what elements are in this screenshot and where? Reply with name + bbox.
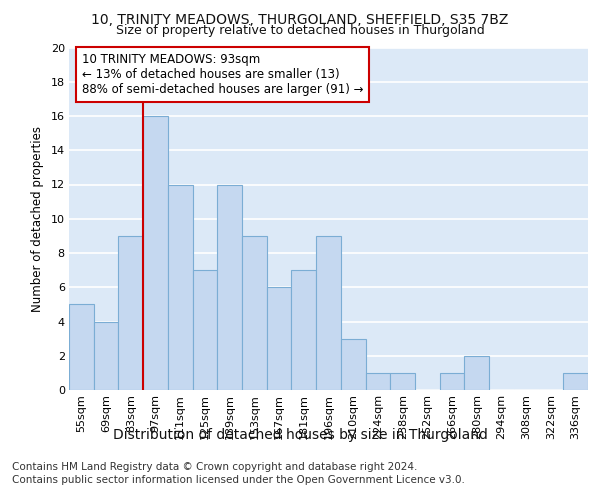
Bar	[267, 287, 292, 390]
Bar	[168, 184, 193, 390]
Bar	[563, 373, 588, 390]
Bar	[242, 236, 267, 390]
Bar	[118, 236, 143, 390]
Bar	[217, 184, 242, 390]
Text: 10 TRINITY MEADOWS: 93sqm
← 13% of detached houses are smaller (13)
88% of semi-: 10 TRINITY MEADOWS: 93sqm ← 13% of detac…	[82, 52, 364, 96]
Y-axis label: Number of detached properties: Number of detached properties	[31, 126, 44, 312]
Bar	[143, 116, 168, 390]
Text: Contains HM Land Registry data © Crown copyright and database right 2024.: Contains HM Land Registry data © Crown c…	[12, 462, 418, 472]
Bar	[193, 270, 217, 390]
Bar	[94, 322, 118, 390]
Bar	[292, 270, 316, 390]
Bar	[440, 373, 464, 390]
Text: Distribution of detached houses by size in Thurgoland: Distribution of detached houses by size …	[113, 428, 487, 442]
Bar	[316, 236, 341, 390]
Bar	[464, 356, 489, 390]
Text: 10, TRINITY MEADOWS, THURGOLAND, SHEFFIELD, S35 7BZ: 10, TRINITY MEADOWS, THURGOLAND, SHEFFIE…	[91, 12, 509, 26]
Bar	[390, 373, 415, 390]
Text: Size of property relative to detached houses in Thurgoland: Size of property relative to detached ho…	[116, 24, 484, 37]
Bar	[341, 338, 365, 390]
Bar	[365, 373, 390, 390]
Bar	[69, 304, 94, 390]
Text: Contains public sector information licensed under the Open Government Licence v3: Contains public sector information licen…	[12, 475, 465, 485]
